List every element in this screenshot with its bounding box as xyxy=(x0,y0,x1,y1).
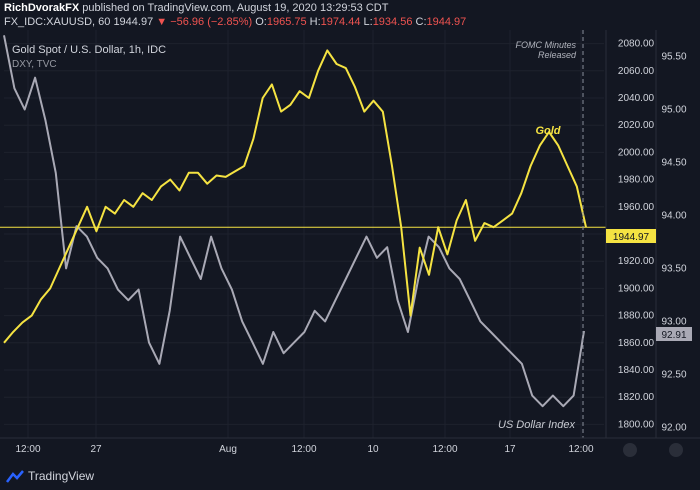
series-layer xyxy=(0,35,606,408)
y-left-tick-label: 1860.00 xyxy=(618,338,655,349)
gold-price-tag-bg xyxy=(606,229,656,243)
y-right-tick-label: 95.00 xyxy=(661,104,686,115)
y-left-tick-label: 2000.00 xyxy=(618,147,655,158)
x-tick-label: 12:00 xyxy=(432,444,457,455)
publish-line: RichDvorakFX published on TradingView.co… xyxy=(4,2,388,14)
low-value: 1934.56 xyxy=(372,16,413,28)
chart-title: Gold Spot / U.S. Dollar, 1h, IDC xyxy=(12,44,166,56)
tradingview-brand[interactable]: TradingView xyxy=(28,469,95,483)
dxy-series-line xyxy=(3,35,585,408)
y-left-tick-label: 1820.00 xyxy=(618,392,655,403)
y-left-tick-label: 1920.00 xyxy=(618,256,655,267)
chart-background xyxy=(0,30,700,464)
scale-log-icon[interactable] xyxy=(669,443,683,457)
dxy-price-tag-bg xyxy=(656,327,692,341)
x-axis: 12:00 27 Aug 12:00 10 12:00 17 12:00 xyxy=(0,437,700,455)
x-tick-label: 17 xyxy=(504,444,516,455)
y-left-tick-label: 1880.00 xyxy=(618,311,655,322)
y-left-tick-label: 1840.00 xyxy=(618,365,655,376)
usd-annotation: US Dollar Index xyxy=(498,419,576,431)
open-value: 1965.75 xyxy=(266,16,307,28)
high-value: 1974.44 xyxy=(320,16,361,28)
symbol-label: FX_IDC:XAUUSD, 60 xyxy=(4,16,111,28)
price-change: ▼ −56.96 (−2.85%) xyxy=(156,16,253,28)
y-right-tick-label: 93.00 xyxy=(661,316,686,327)
tradingview-logo-icon xyxy=(6,470,24,483)
y-axis-right: 95.50 95.00 94.50 94.00 93.50 93.00 92.50 92.00 xyxy=(655,30,687,438)
close-value: 1944.97 xyxy=(426,16,467,28)
y-right-tick-label: 92.00 xyxy=(661,422,686,433)
scale-auto-icon[interactable] xyxy=(623,443,637,457)
y-right-tick-label: 94.50 xyxy=(661,157,686,168)
x-tick-label: 12:00 xyxy=(568,444,593,455)
open-label: O: xyxy=(255,16,267,28)
y-axis-left: 2080.00 2060.00 2040.00 2020.00 2000.00 1980.… xyxy=(605,30,655,438)
chart-subtitle: DXY, TVC xyxy=(12,59,57,70)
low-label: L: xyxy=(363,16,373,28)
last-price: 1944.97 xyxy=(113,16,154,28)
author-name[interactable]: RichDvorakFX xyxy=(4,2,80,14)
fomc-label-2: Released xyxy=(538,50,577,60)
x-tick-label: 27 xyxy=(90,444,102,455)
footer: TradingView xyxy=(0,464,700,490)
y-right-tick-label: 94.00 xyxy=(661,210,686,221)
fomc-label-1: FOMC Minutes xyxy=(515,40,576,50)
y-left-tick-label: 2080.00 xyxy=(618,39,655,50)
y-right-tick-label: 92.50 xyxy=(661,369,686,380)
publish-info: published on TradingView.com, August 19,… xyxy=(82,2,389,14)
grid xyxy=(4,30,604,438)
gold-price-tag: 1944.97 xyxy=(613,232,650,243)
y-left-tick-label: 2060.00 xyxy=(618,66,655,77)
dxy-price-tag: 92.91 xyxy=(661,330,686,341)
price-chart[interactable]: FOMC Minutes Released Gold US Dollar Ind… xyxy=(0,30,700,464)
y-left-tick-label: 1800.00 xyxy=(618,419,655,430)
x-tick-label: 10 xyxy=(367,444,379,455)
y-left-tick-label: 1960.00 xyxy=(618,202,655,213)
y-left-tick-label: 1900.00 xyxy=(618,283,655,294)
close-label: C: xyxy=(415,16,427,28)
gold-annotation: Gold xyxy=(535,125,560,137)
ohlc-line: FX_IDC:XAUUSD, 60 1944.97 ▼ −56.96 (−2.8… xyxy=(4,16,466,28)
x-tick-label: 12:00 xyxy=(15,444,40,455)
y-left-tick-label: 2020.00 xyxy=(618,120,655,131)
chart-header: RichDvorakFX published on TradingView.co… xyxy=(0,0,700,30)
chart-area[interactable]: FOMC Minutes Released Gold US Dollar Ind… xyxy=(0,30,700,464)
y-left-tick-label: 1980.00 xyxy=(618,175,655,186)
gold-series-line xyxy=(3,49,587,344)
x-tick-label: Aug xyxy=(219,444,237,455)
y-right-tick-label: 95.50 xyxy=(661,51,686,62)
y-left-tick-label: 2040.00 xyxy=(618,93,655,104)
high-label: H: xyxy=(309,16,321,28)
y-right-tick-label: 93.50 xyxy=(661,263,686,274)
x-tick-label: 12:00 xyxy=(291,444,316,455)
